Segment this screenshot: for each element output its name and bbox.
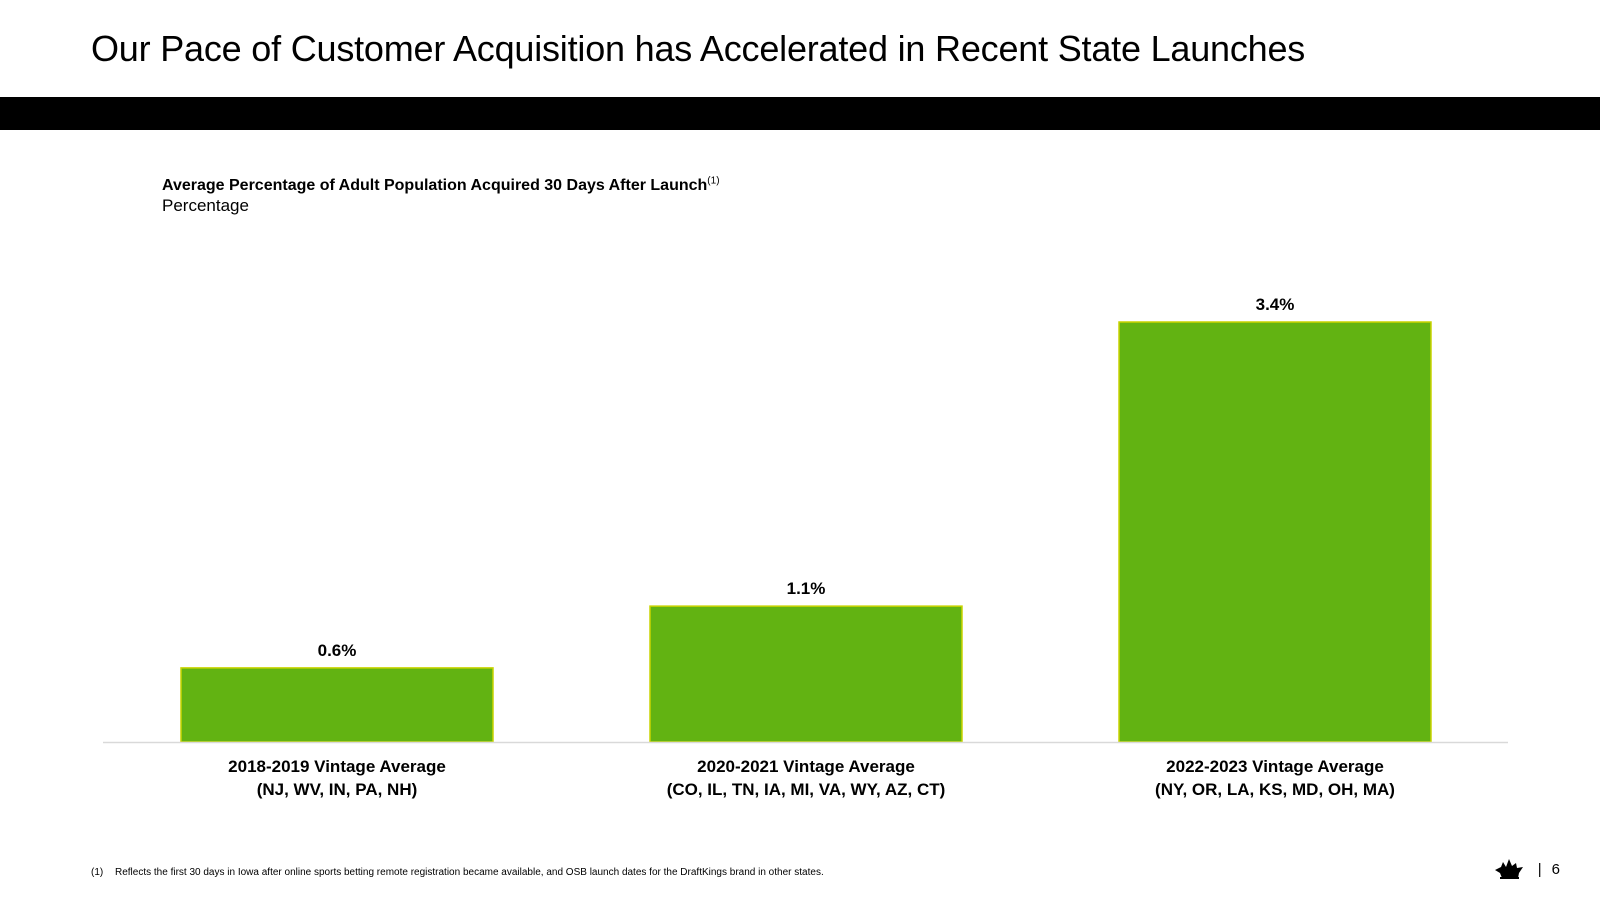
slide-title: Our Pace of Customer Acquisition has Acc…	[91, 28, 1306, 69]
draftkings-crown-icon	[1494, 858, 1524, 880]
page-footer: | 6	[1494, 858, 1560, 880]
category-label-2-line-2: (CO, IL, TN, IA, MI, VA, WY, AZ, CT)	[667, 780, 946, 799]
category-label-3-line-2: (NY, OR, LA, KS, MD, OH, MA)	[1155, 780, 1395, 799]
data-label-1: 0.6%	[318, 641, 357, 660]
bar-2	[649, 605, 963, 743]
page-number: 6	[1551, 860, 1560, 878]
footnote: (1) Reflects the first 30 days in Iowa af…	[91, 867, 824, 878]
bar-chart: 0.6% 2018-2019 Vintage Average (NJ, WV, IN…	[103, 295, 1508, 799]
footnote-marker: (1)	[91, 867, 104, 878]
chart-title: Average Percentage of Adult Population A…	[162, 176, 720, 196]
footnote-text: Reflects the first 30 days in Iowa after…	[115, 867, 824, 878]
chart-title-text: Average Percentage of Adult Population A…	[162, 177, 708, 194]
category-label-1-line-2: (NJ, WV, IN, PA, NH)	[257, 780, 418, 799]
footnote-reference: (1)	[707, 175, 720, 187]
category-label-3-line-1: 2022-2023 Vintage Average	[1166, 757, 1384, 776]
page-separator: |	[1537, 860, 1542, 878]
chart-unit-label: Percentage	[162, 196, 249, 215]
category-label-1-line-1: 2018-2019 Vintage Average	[228, 757, 446, 776]
category-label-2-line-1: 2020-2021 Vintage Average	[697, 757, 915, 776]
bar-3	[1118, 321, 1432, 743]
bar-1	[180, 667, 494, 743]
data-label-2: 1.1%	[787, 579, 826, 598]
title-divider-bar	[0, 97, 1600, 130]
chart-heading: Average Percentage of Adult Population A…	[162, 176, 720, 216]
data-label-3: 3.4%	[1256, 295, 1295, 314]
